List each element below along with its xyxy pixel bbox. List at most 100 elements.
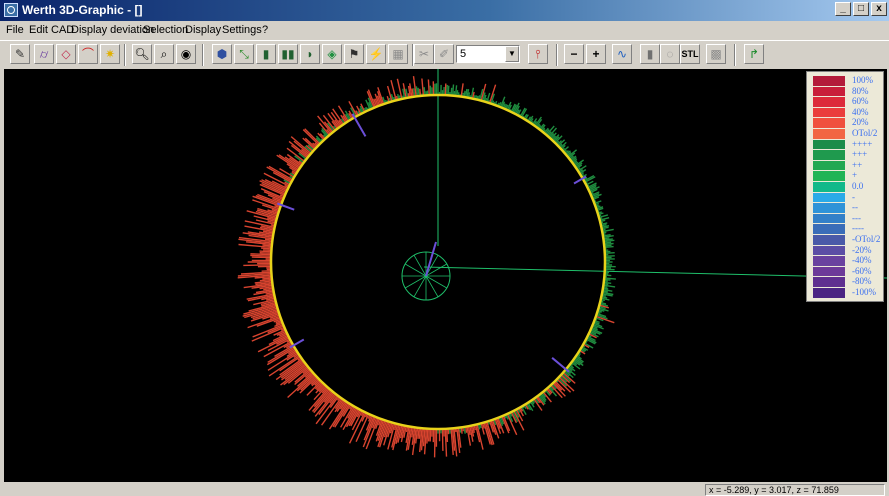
deviation-bar <box>286 352 299 361</box>
deviation-bar <box>511 104 518 113</box>
deviation-bar <box>322 114 336 131</box>
deviation-bar <box>589 331 599 338</box>
deviation-bar <box>415 427 419 444</box>
legend-swatch <box>813 203 845 213</box>
fit-icon[interactable]: ⤡ <box>234 44 254 64</box>
zoom-in-icon[interactable]: 🔍︎ <box>132 44 152 64</box>
menu-display[interactable]: Display <box>185 24 222 36</box>
deviation-bar <box>600 297 610 301</box>
cylinder-gray-icon[interactable]: ▮ <box>640 44 660 64</box>
grid-icon[interactable]: ▦ <box>388 44 408 64</box>
minus-icon[interactable]: − <box>564 44 584 64</box>
deviation-bar <box>271 180 289 190</box>
cube-icon[interactable]: ⬢ <box>212 44 232 64</box>
legend-label: --- <box>852 212 861 223</box>
deviation-bar <box>420 428 425 451</box>
deviation-bar <box>348 411 366 444</box>
menu-selection[interactable]: Selection <box>143 24 189 36</box>
pattern-icon[interactable]: ▩ <box>706 44 726 64</box>
deviation-bar <box>253 298 276 306</box>
deviation-bar <box>300 148 310 157</box>
deviation-bar <box>263 287 274 291</box>
flag-icon[interactable]: ⚑ <box>344 44 364 64</box>
wrench-icon[interactable]: ✂ <box>414 44 434 64</box>
deviation-bar <box>267 351 298 371</box>
deviation-bar <box>510 411 518 424</box>
deviation-bar <box>339 405 354 428</box>
deviation-bar <box>389 422 395 434</box>
stl-icon[interactable]: STL <box>680 44 700 64</box>
menu-settings[interactable]: Settings <box>222 24 262 36</box>
element-icon[interactable]: ▮ <box>256 44 276 64</box>
sun-icon[interactable]: ✷ <box>100 44 120 64</box>
deviation-bar <box>446 428 449 443</box>
legend-label: -- <box>852 202 858 213</box>
deviation-bar <box>261 296 275 301</box>
probe-icon[interactable]: ⫯ <box>528 44 548 64</box>
minimize-button[interactable]: _ <box>835 2 851 16</box>
deviation-bar <box>323 391 334 403</box>
deviation-bar <box>587 335 596 342</box>
menu-edit-cad[interactable]: Edit CAD <box>29 24 75 36</box>
deviation-bar <box>237 272 272 277</box>
element-pair-icon[interactable]: ▮▮ <box>278 44 298 64</box>
close-button[interactable]: x <box>871 2 887 16</box>
menu-file[interactable]: File <box>6 24 24 36</box>
maximize-button[interactable]: □ <box>853 2 869 16</box>
deviation-bar <box>276 330 287 337</box>
frame-left <box>0 69 4 483</box>
deviation-bar <box>515 409 524 422</box>
bottle-icon[interactable]: ◌ <box>660 44 680 64</box>
deviation-bar <box>518 407 525 417</box>
deviation-bar <box>570 361 581 370</box>
deviation-bar <box>602 291 614 296</box>
deviation-bar <box>601 293 613 297</box>
zoom-out-icon[interactable]: ⌕ <box>154 44 174 64</box>
3d-viewport[interactable] <box>4 69 887 482</box>
cylinder-icon[interactable]: ⌭ <box>34 44 54 64</box>
wave-icon[interactable]: ∿ <box>612 44 632 64</box>
deviation-bar <box>363 416 375 441</box>
deviation-bar <box>290 144 308 159</box>
deviation-bar <box>256 209 278 217</box>
deviation-bar <box>396 78 403 100</box>
deviation-bar <box>279 331 287 337</box>
deviation-bar <box>411 427 414 438</box>
eraser-icon[interactable]: ◇ <box>56 44 76 64</box>
legend-swatch <box>813 86 845 97</box>
eye-icon[interactable]: ◉ <box>176 44 196 64</box>
deviation-bar <box>334 398 343 409</box>
deviation-bar <box>453 428 458 457</box>
deviation-bar <box>373 98 378 107</box>
deviation-bar <box>329 394 337 404</box>
status-bar: x = -5.289, y = 3.017, z = 71.859 <box>0 483 889 496</box>
deviation-bar <box>337 105 349 122</box>
resolution-select[interactable]: 5 ▼ <box>456 45 520 63</box>
chevron-down-icon[interactable]: ▼ <box>505 46 519 62</box>
deviation-bar <box>310 377 319 386</box>
deviation-bar <box>556 378 572 393</box>
deviation-bar <box>313 385 327 401</box>
menu-display-deviation[interactable]: Display deviation <box>71 24 155 36</box>
deviation-bar <box>279 356 301 372</box>
diamond-icon[interactable]: ◈ <box>322 44 342 64</box>
menu-help[interactable]: ? <box>262 24 269 36</box>
pencil-erase-icon[interactable]: ✐ <box>434 44 454 64</box>
deviation-bar <box>264 178 288 191</box>
deviation-bar <box>433 428 436 458</box>
deviation-bar <box>266 347 296 366</box>
exit-icon[interactable]: ↱ <box>744 44 764 64</box>
element-arc-icon[interactable]: ◗ <box>300 44 320 64</box>
measure-icon[interactable]: ⚡ <box>366 44 386 64</box>
pencil-icon[interactable]: ✎ <box>10 44 30 64</box>
plus-icon[interactable]: + <box>586 44 606 64</box>
deviation-bar <box>327 112 340 129</box>
deviation-bar <box>289 166 298 173</box>
deviation-bar <box>252 323 284 338</box>
deviation-bar <box>602 234 611 237</box>
deviation-bar <box>279 358 303 376</box>
deviation-bar <box>321 386 328 394</box>
legend-label: -OTol/2 <box>852 234 881 244</box>
curve-icon[interactable]: ⌒ <box>78 44 98 64</box>
deviation-plot[interactable] <box>4 69 887 482</box>
